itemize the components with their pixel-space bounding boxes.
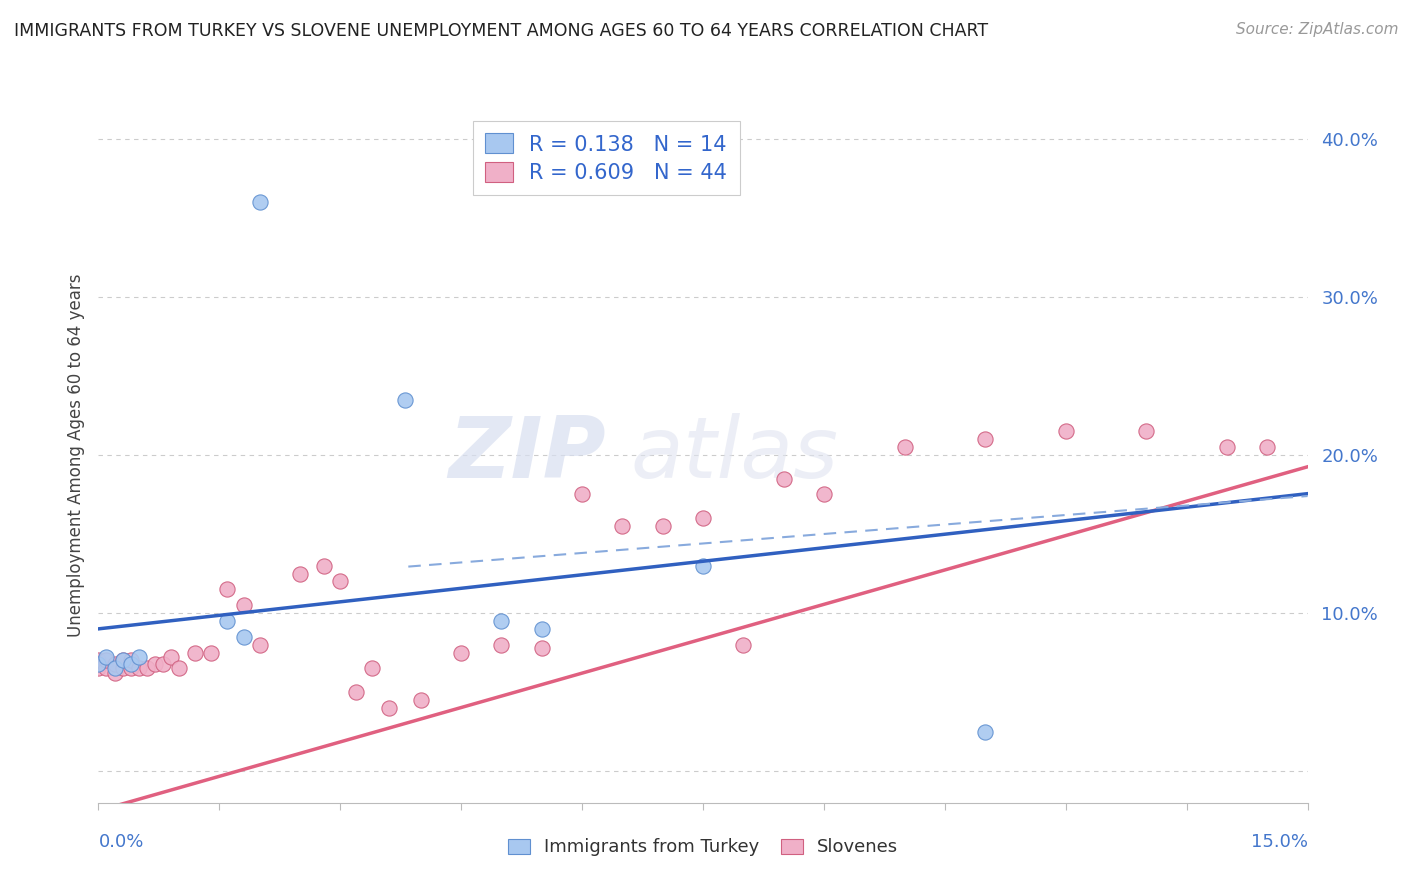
Point (135, 661, 157, 675)
Point (120, 661, 142, 675)
Point (893, 440, 915, 454)
Point (111, 653, 134, 667)
Point (974, 432, 997, 446)
Point (232, 630, 254, 644)
Point (200, 646, 222, 660)
Point (1256, 440, 1278, 454)
Point (111, 653, 134, 667)
Point (120, 657, 142, 671)
Point (128, 661, 150, 675)
Text: 0.0%: 0.0% (98, 833, 143, 851)
Text: IMMIGRANTS FROM TURKEY VS SLOVENE UNEMPLOYMENT AMONG AGES 60 TO 64 YEARS CORRELA: IMMIGRANTS FROM TURKEY VS SLOVENE UNEMPL… (14, 22, 988, 40)
Point (450, 646, 472, 660)
Point (87, 657, 110, 671)
Point (120, 653, 142, 667)
Text: ZIP: ZIP (449, 413, 606, 497)
Point (314, 558, 336, 573)
Point (217, 582, 239, 597)
Point (103, 657, 125, 671)
Point (1135, 424, 1157, 438)
Point (103, 661, 125, 675)
Point (111, 661, 134, 675)
Point (651, 519, 673, 533)
Point (377, 701, 399, 715)
Text: 15.0%: 15.0% (1250, 833, 1308, 851)
Point (733, 638, 755, 652)
Point (409, 693, 432, 707)
Point (143, 657, 166, 671)
Point (1054, 424, 1077, 438)
Point (96, 650, 118, 665)
Point (344, 685, 367, 699)
Point (692, 511, 714, 525)
Point (217, 614, 239, 628)
Point (612, 519, 634, 533)
Point (128, 650, 150, 665)
Point (692, 558, 714, 573)
Point (167, 661, 190, 675)
Point (491, 638, 513, 652)
Legend: R = 0.138   N = 14, R = 0.609   N = 44: R = 0.138 N = 14, R = 0.609 N = 44 (472, 121, 740, 195)
Point (571, 487, 593, 501)
Point (103, 666, 125, 681)
Point (160, 650, 183, 665)
Point (249, 638, 271, 652)
Point (361, 661, 384, 675)
Point (772, 472, 794, 486)
Point (530, 640, 553, 655)
Text: atlas: atlas (630, 413, 838, 497)
Point (288, 566, 311, 581)
Point (96, 661, 118, 675)
Point (491, 614, 513, 628)
Point (152, 657, 174, 671)
Point (232, 598, 254, 612)
Point (249, 194, 271, 209)
Point (96, 653, 118, 667)
Point (1216, 440, 1239, 454)
Point (87, 661, 110, 675)
Point (394, 392, 416, 407)
Point (184, 646, 207, 660)
Y-axis label: Unemployment Among Ages 60 to 64 years: Unemployment Among Ages 60 to 64 years (66, 273, 84, 637)
Point (87, 653, 110, 667)
Text: Source: ZipAtlas.com: Source: ZipAtlas.com (1236, 22, 1399, 37)
Point (530, 622, 553, 636)
Point (813, 487, 835, 501)
Point (329, 574, 352, 589)
Point (974, 724, 997, 739)
